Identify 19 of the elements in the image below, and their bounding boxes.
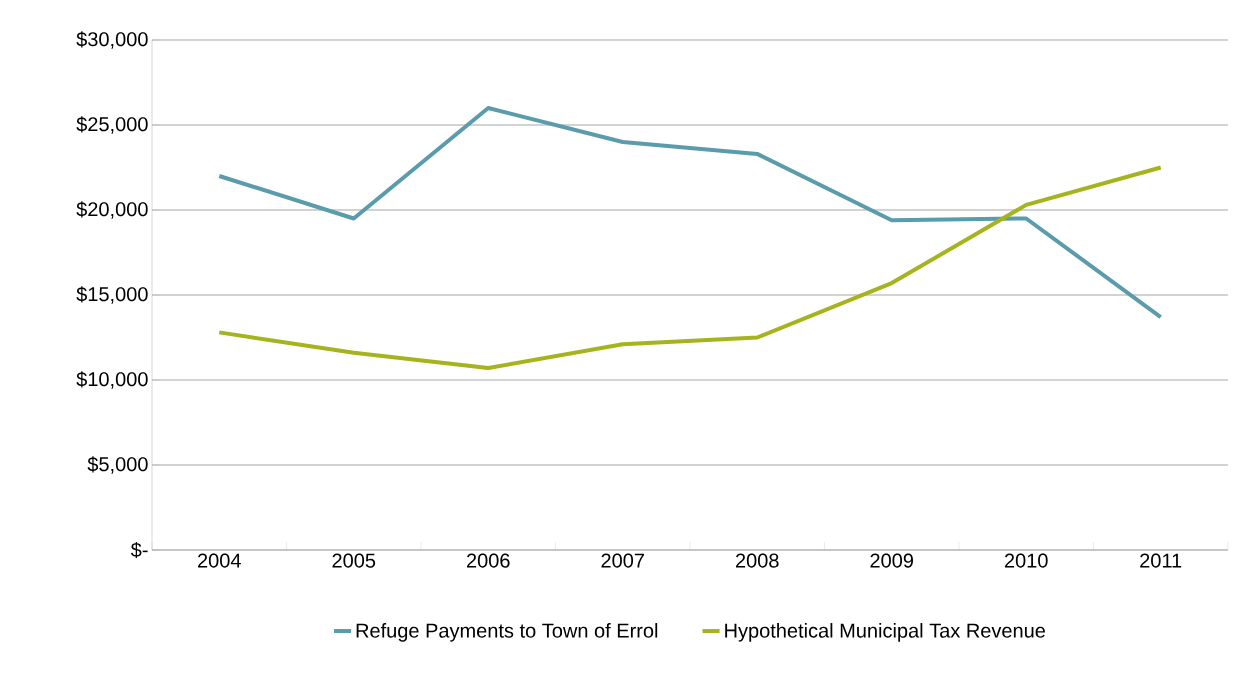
x-tick-label: 2005: [332, 553, 376, 568]
y-tick-label: $25,000: [76, 116, 148, 134]
line-series: [217, 165, 1163, 371]
x-tick-label: 2007: [601, 553, 644, 568]
legend-label: Hypothetical Municipal Tax Revenue: [725, 623, 1045, 642]
y-tick-label: $5,000: [87, 456, 148, 474]
line-series: [217, 105, 1163, 320]
y-tick-label: $10,000: [76, 371, 148, 389]
y-tick-label: $15,000: [76, 286, 148, 304]
x-tick-label: 2010: [1004, 553, 1048, 568]
x-tick-label: 2006: [466, 553, 510, 568]
x-tick-label: 2004: [198, 553, 241, 568]
x-tick-label: 2008: [735, 553, 779, 568]
y-tick-label: $-: [130, 541, 148, 559]
legend-label: Refuge Payments to Town of Errol: [356, 623, 658, 642]
y-tick-label: $20,000: [76, 201, 148, 219]
y-tick-label: $30,000: [76, 31, 148, 49]
x-tick-label: 2009: [870, 553, 913, 568]
x-tick-label: 2011: [1140, 553, 1182, 568]
